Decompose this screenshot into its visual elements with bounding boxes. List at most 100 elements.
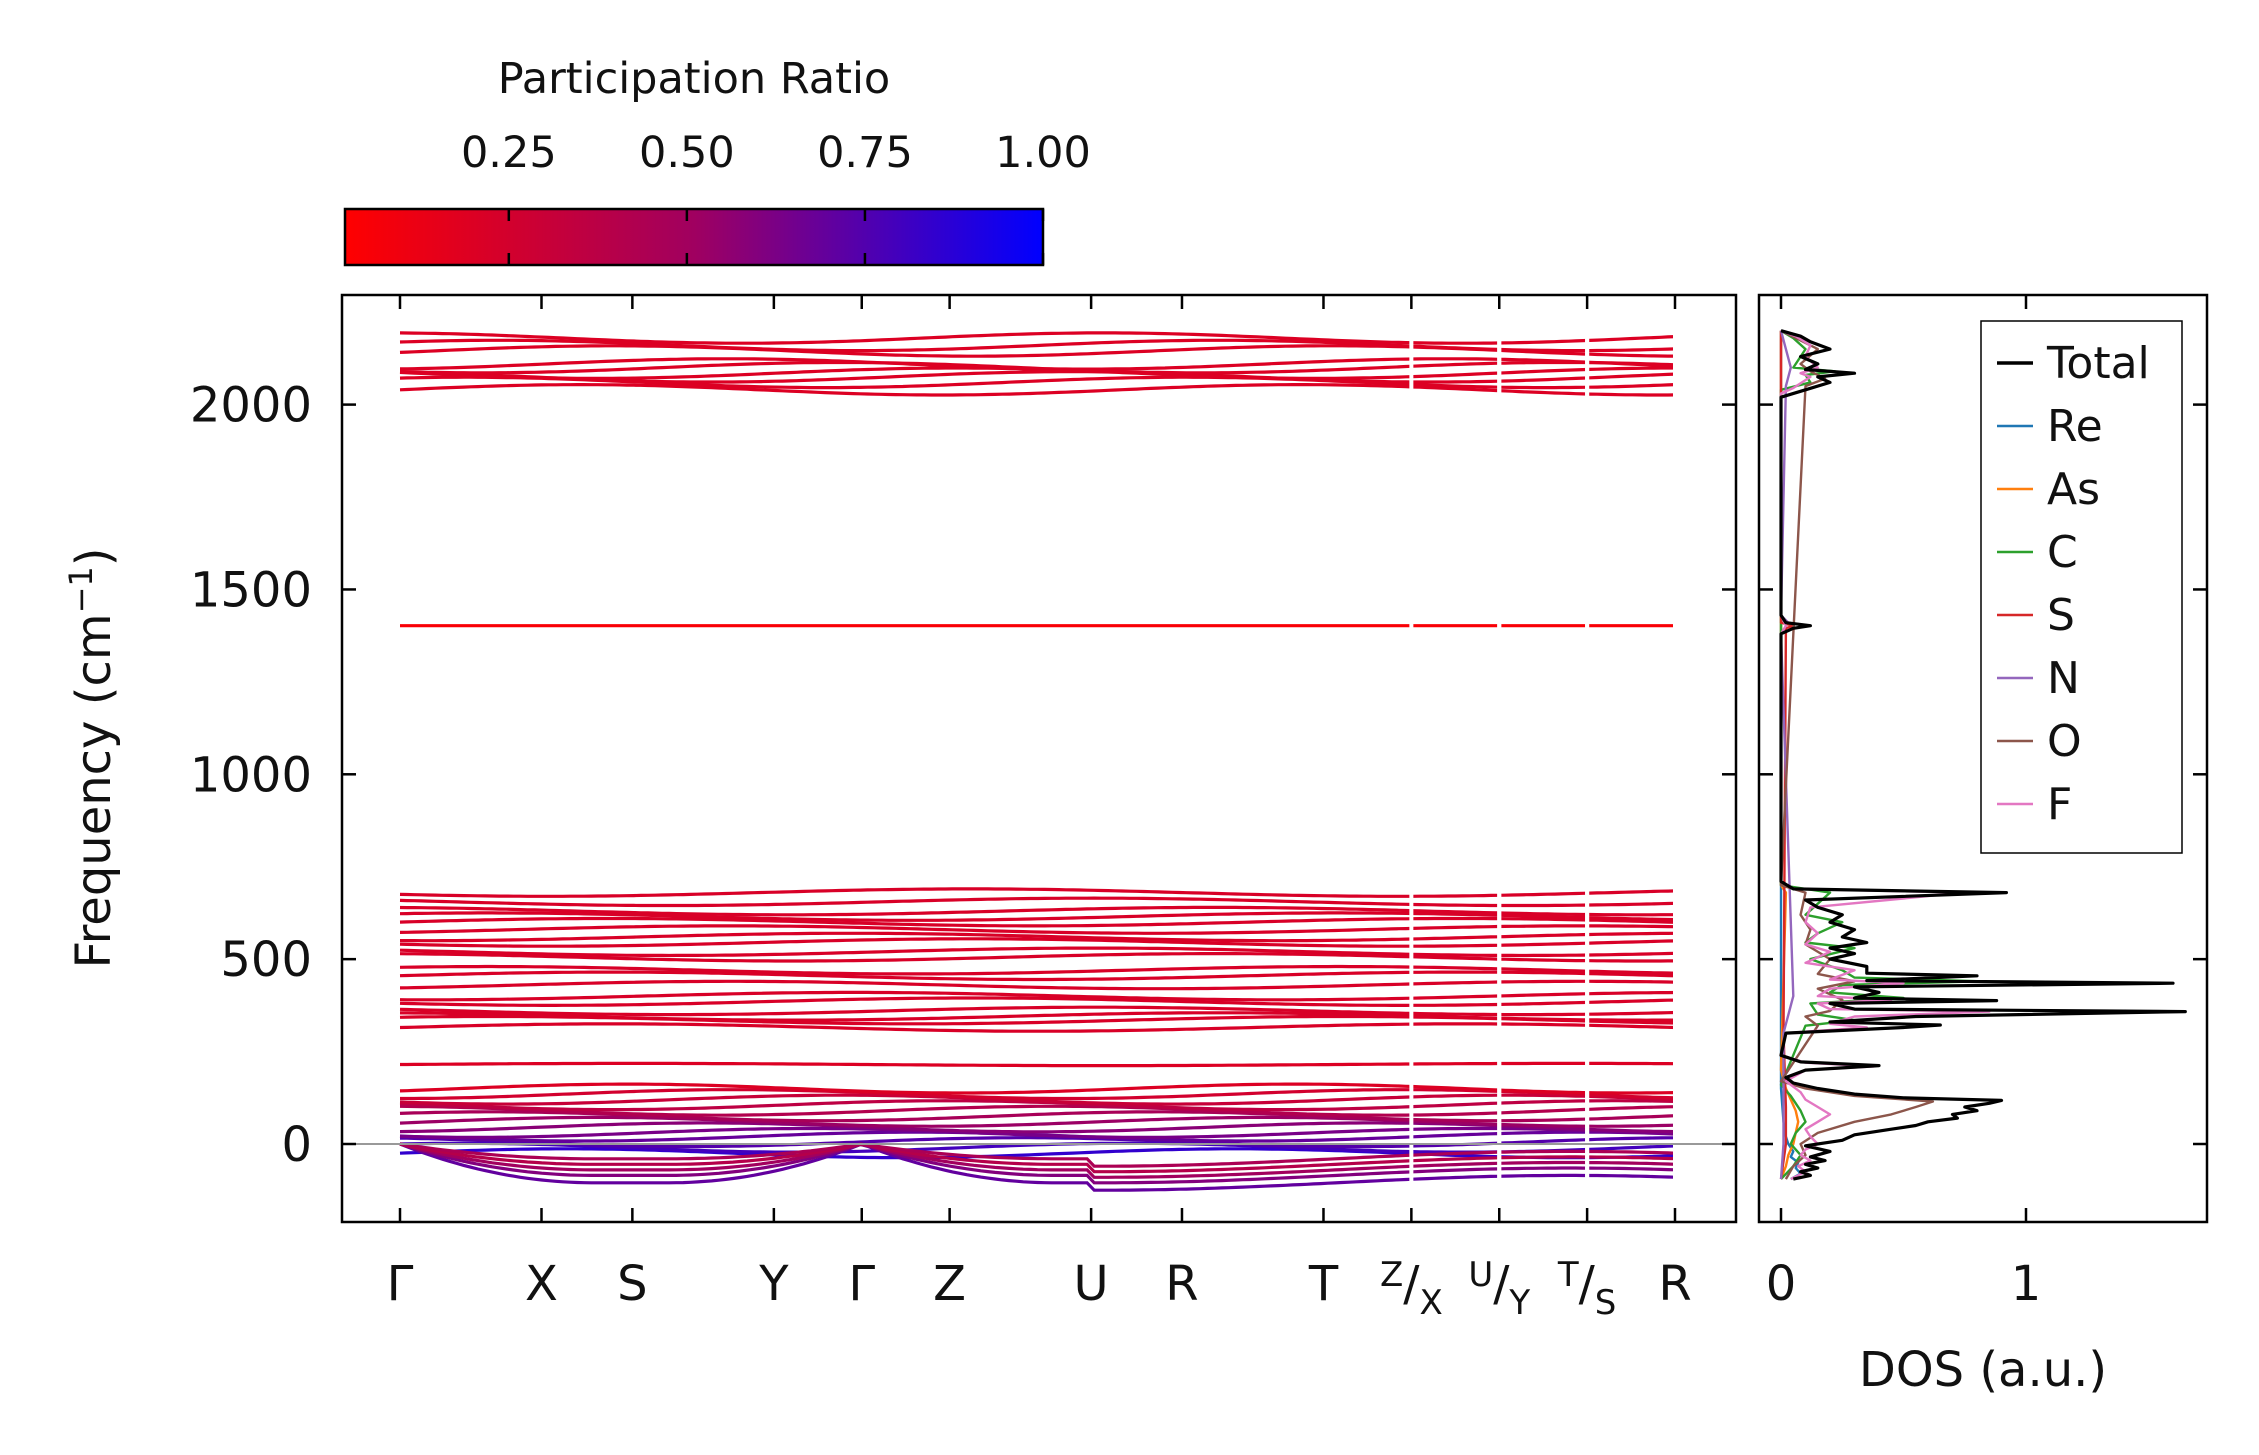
dos-series-f bbox=[1779, 329, 1991, 1181]
legend-item-n: N bbox=[1997, 653, 2080, 704]
band-axes-frame bbox=[340, 293, 1738, 1224]
dos-x-tick-label: 0 bbox=[1766, 1256, 1797, 1312]
band-line bbox=[399, 937, 1676, 948]
x-axis-ticks: Γ X S Y Γ Z U R T Z/XU/YT/S R bbox=[387, 295, 1692, 1323]
y-tick-label: 0 bbox=[281, 1117, 312, 1173]
x-tick-label: Z/X bbox=[1380, 1255, 1443, 1323]
imaginary-band-line bbox=[399, 1142, 1676, 1185]
x-tick-label: R bbox=[1658, 1256, 1691, 1312]
segment-break bbox=[1585, 297, 1590, 1220]
band-line bbox=[400, 1088, 1676, 1101]
x-tick-label: S bbox=[617, 1256, 647, 1312]
band-line bbox=[399, 905, 1675, 917]
band-line bbox=[399, 370, 1676, 384]
y-axis-label: Frequency (cm−1) bbox=[62, 547, 122, 968]
imaginary-band-line bbox=[399, 1142, 1676, 1192]
band-line bbox=[399, 1104, 1676, 1117]
dos-lines bbox=[1779, 329, 2187, 1181]
dos-x-tick-label: 1 bbox=[2011, 1256, 2042, 1312]
band-line bbox=[399, 383, 1676, 397]
legend-label: As bbox=[2047, 464, 2100, 515]
band-line bbox=[400, 1011, 1675, 1022]
band-line bbox=[399, 916, 1676, 928]
colorbar-title: Participation Ratio bbox=[498, 54, 891, 104]
colorbar-tick-labels: 0.25 0.50 0.75 1.00 bbox=[461, 128, 1091, 178]
band-line bbox=[399, 979, 1676, 991]
imaginary-band-line bbox=[399, 1142, 1676, 1168]
band-line bbox=[399, 952, 1675, 963]
colorbar-tick-label: 0.25 bbox=[461, 128, 557, 178]
segment-break bbox=[1673, 297, 1677, 1220]
segment-break bbox=[1497, 297, 1502, 1220]
colorbar-tick-label: 0.50 bbox=[639, 128, 735, 178]
x-tick-label: Y bbox=[758, 1256, 789, 1312]
band-line bbox=[399, 1115, 1676, 1128]
band-line bbox=[399, 1022, 1676, 1033]
legend-frame bbox=[1980, 320, 2183, 854]
band-line bbox=[399, 964, 1676, 976]
band-line bbox=[399, 1147, 1676, 1160]
legend-label: N bbox=[2047, 653, 2080, 704]
band-line bbox=[399, 946, 1676, 958]
legend-item-o: O bbox=[1997, 716, 2082, 767]
legend-label: Total bbox=[2046, 338, 2150, 389]
colorbar-tick-label: 0.75 bbox=[817, 128, 913, 178]
y-tick-label: 1500 bbox=[190, 562, 312, 618]
legend-item-s: S bbox=[1997, 590, 2075, 641]
colorbar-ticks bbox=[507, 209, 1045, 265]
y-tick-label: 2000 bbox=[190, 378, 312, 434]
y-axis-ticks: 0 500 1000 1500 2000 bbox=[190, 378, 1736, 1173]
legend-label: O bbox=[2047, 716, 2082, 767]
band-line bbox=[400, 931, 1676, 943]
dos-x-axis-label: DOS (a.u.) bbox=[1859, 1342, 2107, 1398]
x-tick-label: R bbox=[1165, 1256, 1198, 1312]
x-tick-label: Γ bbox=[387, 1256, 414, 1312]
band-line bbox=[399, 1082, 1676, 1095]
legend-item-total: Total bbox=[1997, 338, 2150, 389]
x-tick-label: Γ bbox=[848, 1256, 875, 1312]
band-line bbox=[399, 924, 1676, 935]
segment-break bbox=[1409, 297, 1414, 1220]
band-lines bbox=[399, 331, 1676, 1192]
imaginary-band-line bbox=[399, 1142, 1676, 1174]
y-tick-label: 1000 bbox=[190, 747, 312, 803]
legend-item-as: As bbox=[1997, 464, 2100, 515]
band-line bbox=[399, 357, 1676, 371]
legend-item-c: C bbox=[1997, 527, 2078, 578]
band-line bbox=[399, 887, 1676, 898]
band-line bbox=[399, 896, 1676, 908]
legend-item-f: F bbox=[1997, 779, 2072, 830]
band-line bbox=[399, 1005, 1676, 1017]
x-tick-label: U bbox=[1074, 1256, 1109, 1312]
legend-label: Re bbox=[2047, 401, 2103, 452]
band-line bbox=[399, 1093, 1676, 1106]
x-tick-label: X bbox=[525, 1256, 558, 1312]
band-line bbox=[399, 1126, 1676, 1139]
dos-series-o bbox=[1779, 329, 1935, 1180]
band-line bbox=[399, 996, 1676, 1007]
colorbar-gradient bbox=[343, 207, 1045, 267]
legend-item-re: Re bbox=[1997, 401, 2103, 452]
band-line bbox=[399, 331, 1676, 345]
x-tick-label: T/S bbox=[1557, 1255, 1617, 1323]
dos-series-c bbox=[1779, 329, 1984, 1180]
band-line bbox=[399, 344, 1675, 358]
x-tick-label: Z bbox=[933, 1256, 966, 1312]
segment-breaks bbox=[1409, 297, 1677, 1220]
y-tick-label: 500 bbox=[220, 932, 312, 988]
dos-series-total bbox=[1779, 329, 2187, 1181]
x-tick-label: T bbox=[1308, 1256, 1339, 1312]
dos-axes-frame bbox=[1757, 293, 2209, 1224]
band-line bbox=[400, 1061, 1676, 1068]
legend-label: S bbox=[2047, 590, 2075, 641]
legend-label: F bbox=[2047, 779, 2072, 830]
legend-label: C bbox=[2047, 527, 2078, 578]
x-tick-label: U/Y bbox=[1468, 1255, 1530, 1323]
dos-series-as bbox=[1779, 330, 1800, 1180]
